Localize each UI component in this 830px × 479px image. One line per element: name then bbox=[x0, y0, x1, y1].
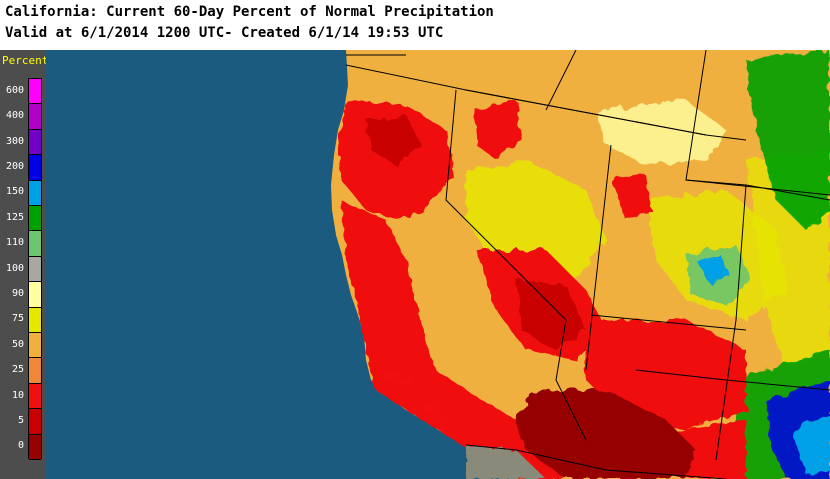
legend-swatch-0 bbox=[29, 434, 41, 460]
red-zone-coast bbox=[341, 200, 746, 479]
legend-swatch-110 bbox=[29, 231, 41, 257]
legend-label-90: 90 bbox=[11, 287, 24, 299]
legend-swatch-25 bbox=[29, 358, 41, 384]
legend-label-125: 125 bbox=[5, 211, 24, 223]
legend-swatch-90 bbox=[29, 282, 41, 308]
legend-swatch-400 bbox=[29, 104, 41, 130]
legend-swatch-50 bbox=[29, 333, 41, 359]
darkred-zone-south bbox=[516, 390, 696, 479]
legend-label-100: 100 bbox=[5, 262, 24, 274]
legend-label-5: 5 bbox=[17, 414, 24, 426]
channel-islands bbox=[382, 372, 445, 422]
legend-swatch-75 bbox=[29, 307, 41, 333]
red-zone-idaho bbox=[611, 175, 651, 220]
map-canvas bbox=[46, 50, 830, 479]
legend-label-600: 600 bbox=[5, 84, 24, 96]
darkred-zone-northcoast bbox=[366, 115, 421, 165]
title-block: California: Current 60-Day Percent of No… bbox=[0, 0, 830, 50]
legend-color-bar bbox=[28, 78, 42, 460]
legend-swatch-150 bbox=[29, 180, 41, 206]
legend-swatch-600 bbox=[29, 79, 41, 105]
yellow-zone-north bbox=[596, 100, 726, 165]
map-valid-time: Valid at 6/1/2014 1200 UTC- Created 6/1/… bbox=[5, 25, 444, 41]
legend-label-25: 25 bbox=[11, 364, 24, 376]
legend-label-10: 10 bbox=[11, 389, 24, 401]
darkred-zone-central bbox=[516, 280, 586, 350]
legend-swatch-300 bbox=[29, 129, 41, 156]
legend-label-110: 110 bbox=[5, 237, 24, 249]
map-title: California: Current 60-Day Percent of No… bbox=[5, 4, 494, 20]
legend-title: Percent bbox=[2, 54, 49, 67]
mexico-land bbox=[466, 445, 546, 479]
legend-label-150: 150 bbox=[5, 186, 24, 198]
legend-swatch-200 bbox=[29, 155, 41, 181]
legend-label-300: 300 bbox=[5, 135, 24, 147]
color-legend: Percent 600 400 300 200 150 125 110 100 90 75 50 25… bbox=[0, 50, 49, 479]
legend-swatch-5 bbox=[29, 409, 41, 435]
green-zone-northeast bbox=[746, 50, 830, 230]
state-boundaries bbox=[345, 50, 830, 479]
legend-label-75: 75 bbox=[11, 313, 24, 325]
legend-label-200: 200 bbox=[5, 160, 24, 172]
legend-label-400: 400 bbox=[5, 110, 24, 122]
legend-swatch-125 bbox=[29, 206, 41, 232]
red-zone-oregon bbox=[476, 100, 521, 160]
blue-zone-colorado bbox=[696, 255, 729, 285]
legend-swatch-100 bbox=[29, 256, 41, 283]
precipitation-map bbox=[46, 50, 830, 479]
legend-swatch-10 bbox=[29, 383, 41, 410]
legend-label-50: 50 bbox=[11, 338, 24, 350]
legend-label-0: 0 bbox=[17, 440, 24, 452]
cyan-zone-southeast bbox=[791, 415, 830, 475]
